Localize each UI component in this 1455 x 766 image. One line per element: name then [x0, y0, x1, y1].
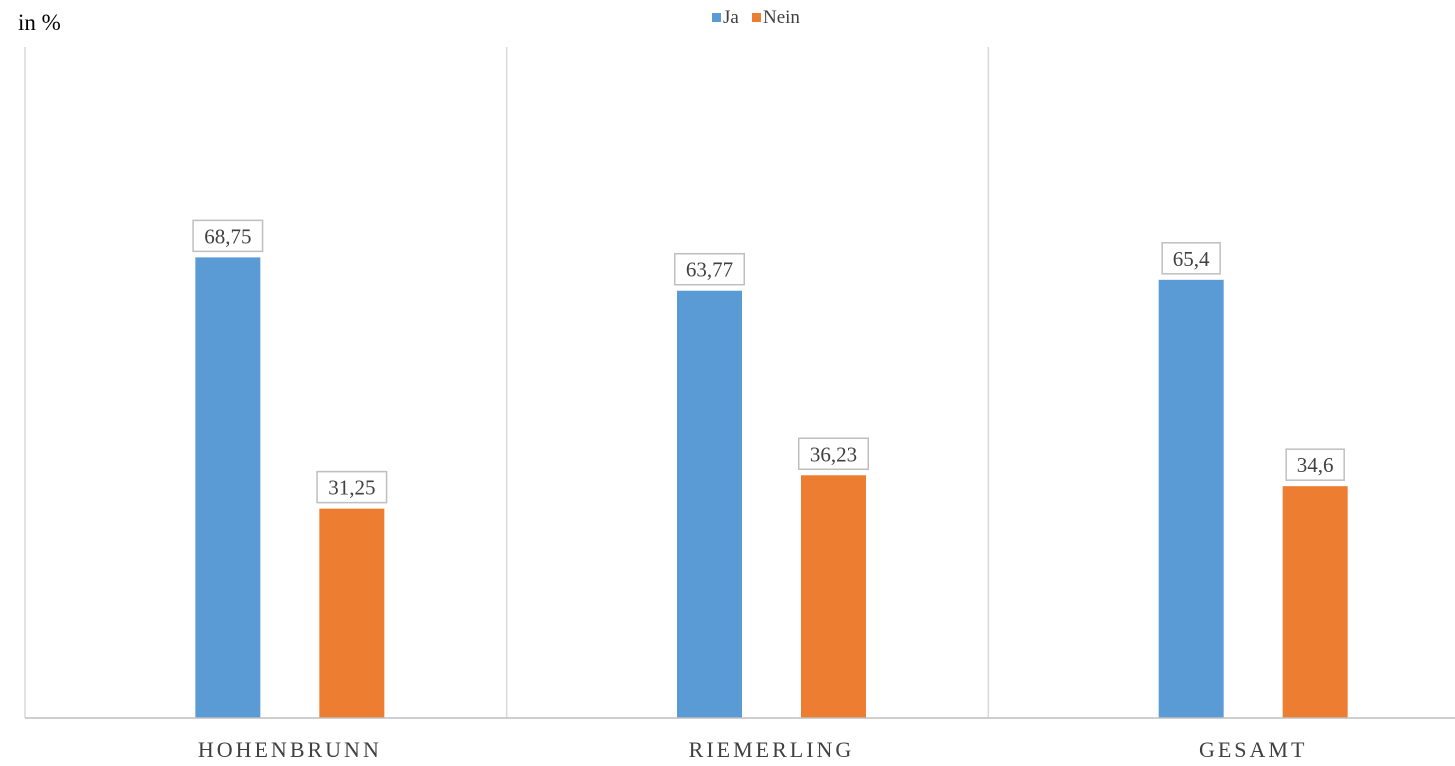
data-label-box-gesamt-ja [1161, 242, 1221, 275]
bar-gesamt-ja [1158, 279, 1224, 718]
bar-gesamt-nein [1282, 486, 1348, 718]
y-axis-unit-label: in % [18, 10, 61, 35]
legend-label-nein: Nein [763, 7, 800, 28]
data-label-box-hohenbrunn-nein [316, 470, 388, 504]
data-label-riemerling-ja: 63,77 [686, 258, 733, 282]
data-label-gesamt-nein: 34,6 [1297, 453, 1334, 477]
category-label-gesamt: GESAMT [1199, 737, 1307, 762]
bar-hohenbrunn-ja [195, 257, 261, 718]
data-label-box-hohenbrunn-ja [192, 219, 264, 253]
data-label-hohenbrunn-ja: 68,75 [204, 224, 251, 248]
data-label-hohenbrunn-nein: 31,25 [328, 476, 375, 500]
data-label-riemerling-nein: 36,23 [810, 442, 857, 466]
category-label-riemerling: RIEMERLING [689, 737, 855, 762]
legend-swatch-ja [712, 13, 721, 22]
category-dividers [24, 47, 990, 718]
category-label-hohenbrunn: HOHENBRUNN [198, 737, 382, 762]
bar-hohenbrunn-nein [319, 508, 385, 718]
bar-riemerling-nein [801, 475, 866, 718]
data-label-gesamt-ja: 65,4 [1173, 247, 1210, 271]
data-labels: 68,75 31,25 63,77 36,23 65,4 34,6 [192, 219, 1345, 504]
category-labels: HOHENBRUNN RIEMERLING GESAMT [198, 737, 1307, 762]
legend: Ja Nein [712, 7, 800, 28]
legend-swatch-nein [752, 13, 761, 22]
data-label-box-riemerling-ja [674, 252, 745, 286]
data-label-box-gesamt-nein [1285, 448, 1345, 481]
bar-riemerling-ja [677, 290, 742, 718]
bars [195, 257, 1348, 718]
legend-label-ja: Ja [723, 7, 739, 28]
data-label-box-riemerling-nein [798, 437, 869, 471]
